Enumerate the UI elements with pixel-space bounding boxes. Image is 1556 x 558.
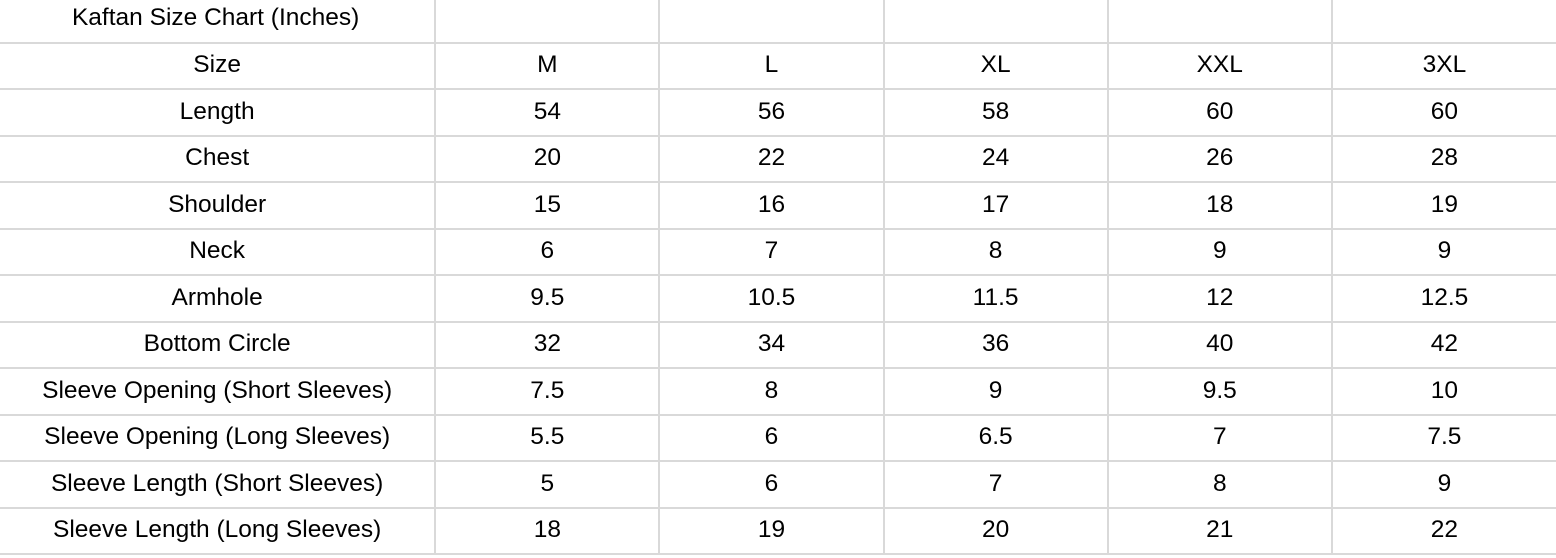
cell-value: 9.5 xyxy=(434,274,661,323)
cell-value: 56 xyxy=(658,88,885,137)
cell-value: 7 xyxy=(882,460,1109,509)
cell-value: 21 xyxy=(1106,506,1333,555)
cell-value: 34 xyxy=(658,320,885,369)
cell-value: 6 xyxy=(658,413,885,462)
cell-value: 19 xyxy=(658,506,885,555)
row-label: Sleeve Length (Short Sleeves) xyxy=(0,460,437,509)
table-row: Sleeve Opening (Long Sleeves) 5.5 6 6.5 … xyxy=(0,413,1556,462)
title-row: Kaftan Size Chart (Inches) xyxy=(0,0,1556,44)
row-label: Neck xyxy=(0,227,437,276)
header-size-label: Size xyxy=(0,41,437,90)
cell-value: 32 xyxy=(434,320,661,369)
header-size-xl: XL xyxy=(882,41,1109,90)
cell-value: 9 xyxy=(1106,227,1333,276)
cell-value: 58 xyxy=(882,88,1109,137)
cell-value: 15 xyxy=(434,181,661,230)
cell-value: 8 xyxy=(882,227,1109,276)
header-size-3xl: 3XL xyxy=(1330,41,1556,90)
cell-value: 20 xyxy=(882,506,1109,555)
table-row: Sleeve Opening (Short Sleeves) 7.5 8 9 9… xyxy=(0,367,1556,416)
cell-value: 6 xyxy=(434,227,661,276)
cell-value: 20 xyxy=(434,134,661,183)
table-row: Sleeve Length (Long Sleeves) 18 19 20 21… xyxy=(0,506,1556,555)
cell-value: 19 xyxy=(1330,181,1556,230)
table-row: Chest 20 22 24 26 28 xyxy=(0,134,1556,183)
table-row: Neck 6 7 8 9 9 xyxy=(0,227,1556,276)
table-row: Length 54 56 58 60 60 xyxy=(0,88,1556,137)
cell-value: 42 xyxy=(1330,320,1556,369)
cell-value: 7.5 xyxy=(434,367,661,416)
cell-value: 17 xyxy=(882,181,1109,230)
cell-value: 22 xyxy=(658,134,885,183)
title-row-blank-2 xyxy=(658,0,885,44)
row-label: Sleeve Length (Long Sleeves) xyxy=(0,506,437,555)
cell-value: 8 xyxy=(658,367,885,416)
cell-value: 10.5 xyxy=(658,274,885,323)
cell-value: 18 xyxy=(434,506,661,555)
cell-value: 5.5 xyxy=(434,413,661,462)
cell-value: 40 xyxy=(1106,320,1333,369)
header-size-m: M xyxy=(434,41,661,90)
cell-value: 10 xyxy=(1330,367,1556,416)
row-label: Shoulder xyxy=(0,181,437,230)
title-row-blank-5 xyxy=(1330,0,1556,44)
cell-value: 36 xyxy=(882,320,1109,369)
cell-value: 5 xyxy=(434,460,661,509)
chart-title: Kaftan Size Chart (Inches) xyxy=(0,0,437,44)
cell-value: 60 xyxy=(1106,88,1333,137)
cell-value: 8 xyxy=(1106,460,1333,509)
row-label: Chest xyxy=(0,134,437,183)
row-label: Sleeve Opening (Long Sleeves) xyxy=(0,413,437,462)
row-label: Length xyxy=(0,88,437,137)
cell-value: 7 xyxy=(658,227,885,276)
cell-value: 9.5 xyxy=(1106,367,1333,416)
cell-value: 54 xyxy=(434,88,661,137)
row-label: Sleeve Opening (Short Sleeves) xyxy=(0,367,437,416)
table-row: Bottom Circle 32 34 36 40 42 xyxy=(0,320,1556,369)
header-row: Size M L XL XXL 3XL xyxy=(0,41,1556,90)
cell-value: 6 xyxy=(658,460,885,509)
title-row-blank-1 xyxy=(434,0,661,44)
table-row: Shoulder 15 16 17 18 19 xyxy=(0,181,1556,230)
cell-value: 16 xyxy=(658,181,885,230)
cell-value: 28 xyxy=(1330,134,1556,183)
cell-value: 11.5 xyxy=(882,274,1109,323)
row-label: Armhole xyxy=(0,274,437,323)
cell-value: 9 xyxy=(1330,227,1556,276)
cell-value: 12 xyxy=(1106,274,1333,323)
cell-value: 6.5 xyxy=(882,413,1109,462)
header-size-l: L xyxy=(658,41,885,90)
cell-value: 24 xyxy=(882,134,1109,183)
cell-value: 60 xyxy=(1330,88,1556,137)
cell-value: 18 xyxy=(1106,181,1333,230)
cell-value: 7.5 xyxy=(1330,413,1556,462)
title-row-blank-4 xyxy=(1106,0,1333,44)
cell-value: 7 xyxy=(1106,413,1333,462)
cell-value: 12.5 xyxy=(1330,274,1556,323)
table-row: Sleeve Length (Short Sleeves) 5 6 7 8 9 xyxy=(0,460,1556,509)
row-label: Bottom Circle xyxy=(0,320,437,369)
cell-value: 9 xyxy=(882,367,1109,416)
table-row: Armhole 9.5 10.5 11.5 12 12.5 xyxy=(0,274,1556,323)
cell-value: 9 xyxy=(1330,460,1556,509)
cell-value: 22 xyxy=(1330,506,1556,555)
cell-value: 26 xyxy=(1106,134,1333,183)
title-row-blank-3 xyxy=(882,0,1109,44)
header-size-xxl: XXL xyxy=(1106,41,1333,90)
